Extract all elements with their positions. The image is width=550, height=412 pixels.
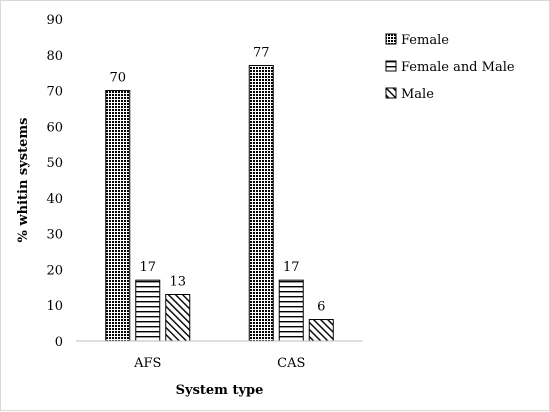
data-label: 13 (169, 274, 186, 289)
legend-label: Male (401, 87, 434, 102)
y-axis-tick-labels: 0 10 20 30 40 50 60 70 80 90 (46, 13, 63, 350)
data-label: 17 (139, 260, 156, 275)
legend-swatch-male (385, 87, 397, 99)
legend-swatch-female (385, 33, 397, 45)
data-label: 6 (317, 300, 325, 315)
y-tick-label: 20 (46, 263, 63, 278)
data-label: 70 (109, 71, 126, 86)
x-tick-label: CAS (277, 356, 305, 371)
bar-cas-female (248, 65, 274, 342)
y-tick-label: 50 (46, 156, 63, 171)
bars-group (105, 65, 334, 342)
y-tick-label: 80 (46, 49, 63, 64)
bar-afs-male (165, 293, 191, 342)
legend-label: Female and Male (401, 60, 515, 75)
y-tick-label: 90 (46, 13, 63, 28)
y-axis-title: % whitin systems (16, 118, 31, 243)
data-label: 17 (283, 260, 300, 275)
y-tick-label: 30 (46, 228, 63, 243)
y-tick-label: 0 (55, 335, 63, 350)
y-tick-label: 70 (46, 85, 63, 100)
data-labels-group: 70 17 13 77 17 6 (109, 46, 325, 315)
bar-cas-female-and-male (278, 279, 304, 342)
bar-afs-female-and-male (135, 279, 161, 342)
data-label: 77 (253, 46, 270, 61)
y-tick-label: 60 (46, 120, 63, 135)
y-tick-label: 10 (46, 299, 63, 314)
bar-afs-female (105, 90, 131, 342)
x-axis-title: System type (176, 383, 264, 398)
x-tick-label: AFS (133, 356, 161, 371)
legend-swatch-female-and-male (385, 60, 397, 72)
legend-label: Female (401, 33, 449, 48)
bar-cas-male (308, 319, 334, 342)
x-axis-tick-labels: AFS CAS (133, 356, 305, 371)
y-tick-label: 40 (46, 192, 63, 207)
legend: Female Female and Male Male (385, 33, 515, 102)
